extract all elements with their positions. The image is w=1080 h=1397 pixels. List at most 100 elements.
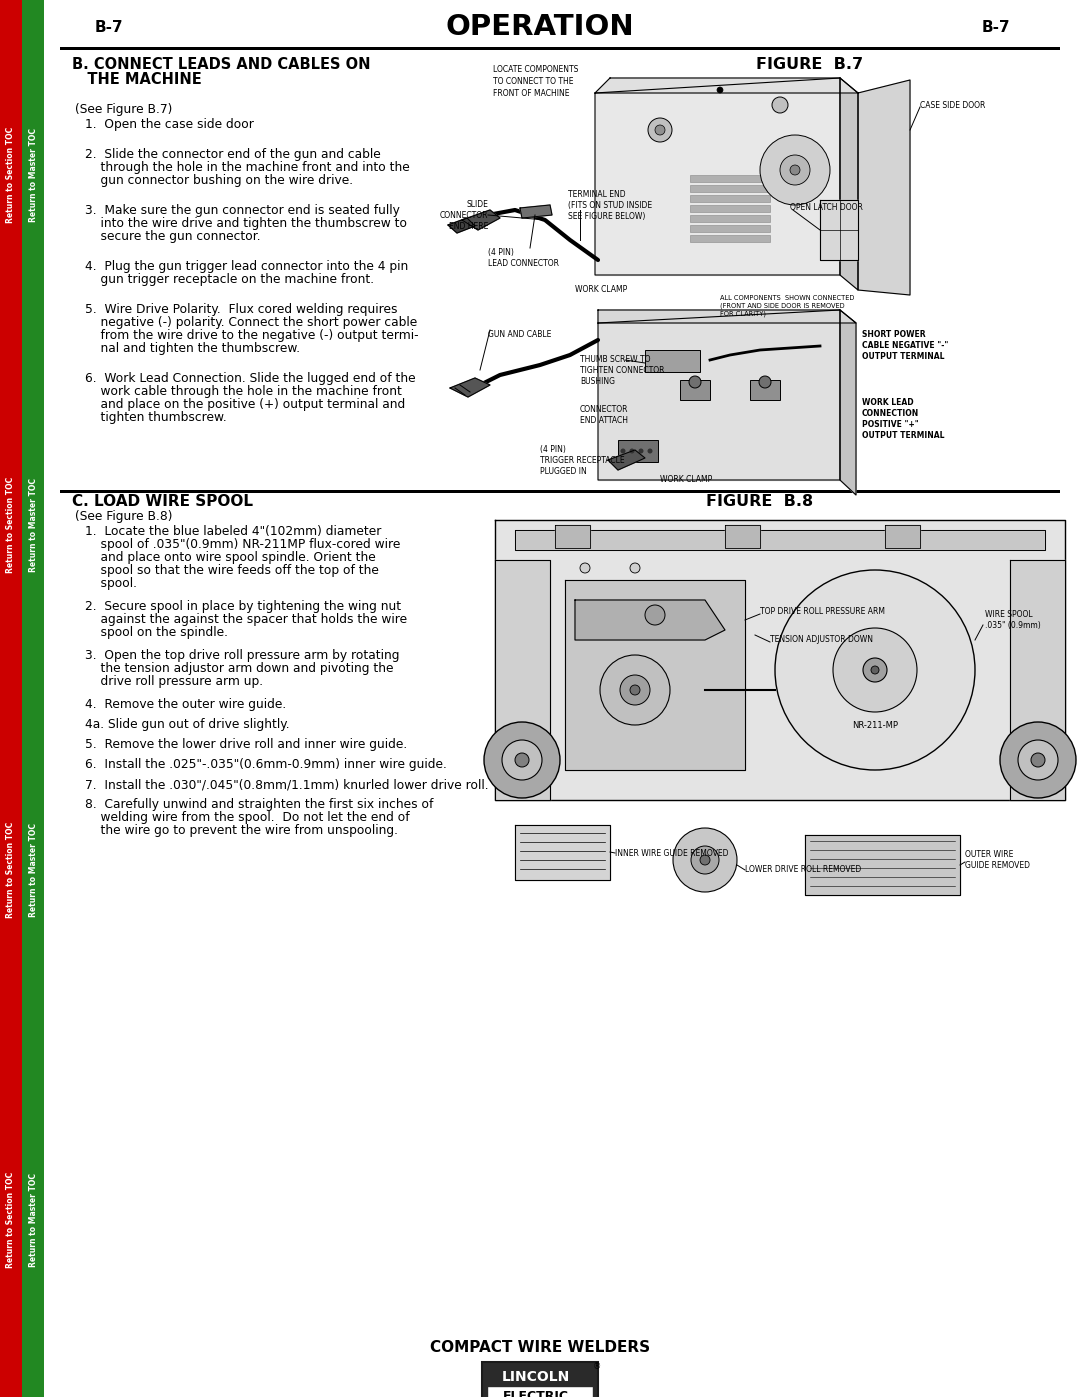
Polygon shape [885,525,920,548]
Circle shape [759,376,771,388]
Text: ®: ® [593,1362,602,1372]
Bar [0,0,22,1397]
Text: CONNECTOR
END ATTACH: CONNECTOR END ATTACH [580,405,629,425]
Polygon shape [858,80,910,295]
Polygon shape [608,450,645,469]
Polygon shape [1010,560,1065,800]
Circle shape [870,666,879,673]
Circle shape [775,570,975,770]
Text: (4 PIN)
TRIGGER RECEPTACLE
PLUGGED IN: (4 PIN) TRIGGER RECEPTACLE PLUGGED IN [540,446,624,476]
Text: GUN AND CABLE: GUN AND CABLE [488,330,552,339]
Polygon shape [519,205,552,218]
Text: welding wire from the spool.  Do not let the end of: welding wire from the spool. Do not let … [85,812,409,824]
Text: Return to Section TOC: Return to Section TOC [6,821,15,918]
Circle shape [772,96,788,113]
Text: COMPACT WIRE WELDERS: COMPACT WIRE WELDERS [430,1340,650,1355]
Text: 7.  Install the .030"/.045"(0.8mm/1.1mm) knurled lower drive roll.: 7. Install the .030"/.045"(0.8mm/1.1mm) … [85,778,488,791]
Text: ELECTRIC: ELECTRIC [503,1390,569,1397]
Circle shape [654,124,665,136]
Bar [690,184,770,191]
Polygon shape [595,78,858,94]
Text: and place onto wire spool spindle. Orient the: and place onto wire spool spindle. Orien… [85,550,376,564]
Text: WIRE SPOOL
.035" (0.9mm): WIRE SPOOL .035" (0.9mm) [985,610,1041,630]
Circle shape [515,753,529,767]
Circle shape [689,376,701,388]
Bar [645,351,700,372]
Polygon shape [575,599,725,640]
Circle shape [648,117,672,142]
Text: TENSION ADJUSTOR DOWN: TENSION ADJUSTOR DOWN [770,636,873,644]
Text: LINCOLN: LINCOLN [502,1370,570,1384]
Text: (4 PIN)
LEAD CONNECTOR: (4 PIN) LEAD CONNECTOR [488,249,559,268]
Text: gun trigger receptacle on the machine front.: gun trigger receptacle on the machine fr… [85,272,374,286]
Bar [22,0,44,1397]
Circle shape [863,658,887,682]
Bar [60,47,1059,49]
Text: WORK LEAD
CONNECTION
POSITIVE "+"
OUTPUT TERMINAL: WORK LEAD CONNECTION POSITIVE "+" OUTPUT… [862,398,945,440]
Text: OPEN LATCH DOOR: OPEN LATCH DOOR [789,204,863,212]
Text: 6.  Install the .025"-.035"(0.6mm-0.9mm) inner wire guide.: 6. Install the .025"-.035"(0.6mm-0.9mm) … [85,759,447,771]
Text: 4a. Slide gun out of drive slightly.: 4a. Slide gun out of drive slightly. [85,718,289,731]
Text: the wire go to prevent the wire from unspooling.: the wire go to prevent the wire from uns… [85,824,399,837]
Circle shape [717,87,723,94]
Text: ALL COMPONENTS  SHOWN CONNECTED
(FRONT AND SIDE DOOR IS REMOVED
FOR CLARITY): ALL COMPONENTS SHOWN CONNECTED (FRONT AN… [720,295,854,317]
Text: work cable through the hole in the machine front: work cable through the hole in the machi… [85,386,402,398]
Polygon shape [805,835,960,895]
Text: 4.  Plug the gun trigger lead connector into the 4 pin: 4. Plug the gun trigger lead connector i… [85,260,408,272]
Polygon shape [725,525,760,548]
Polygon shape [820,200,858,260]
Text: LOWER DRIVE ROLL REMOVED: LOWER DRIVE ROLL REMOVED [745,866,861,875]
Text: Return to Master TOC: Return to Master TOC [28,478,38,571]
Text: spool on the spindle.: spool on the spindle. [85,626,228,638]
Polygon shape [598,310,840,481]
Polygon shape [462,210,500,231]
Bar [690,215,770,222]
Circle shape [789,165,800,175]
Text: THUMB SCREW TO
TIGHTEN CONNECTOR
BUSHING: THUMB SCREW TO TIGHTEN CONNECTOR BUSHING [580,355,664,386]
Text: tighten thumbscrew.: tighten thumbscrew. [85,411,227,425]
Text: (See Figure B.7): (See Figure B.7) [75,103,173,116]
Polygon shape [515,826,610,880]
Circle shape [648,448,652,454]
Bar [690,175,770,182]
Polygon shape [555,525,590,548]
Circle shape [673,828,737,893]
Bar [690,196,770,203]
Text: TOP DRIVE ROLL PRESSURE ARM: TOP DRIVE ROLL PRESSURE ARM [760,608,885,616]
Circle shape [630,448,635,454]
Bar [680,380,710,400]
Bar [690,225,770,232]
Text: B-7: B-7 [95,21,123,35]
Text: C. LOAD WIRE SPOOL: C. LOAD WIRE SPOOL [72,495,253,509]
Text: through the hole in the machine front and into the: through the hole in the machine front an… [85,161,409,175]
Circle shape [502,740,542,780]
Text: nal and tighten the thumbscrew.: nal and tighten the thumbscrew. [85,342,300,355]
Text: and place on the positive (+) output terminal and: and place on the positive (+) output ter… [85,398,405,411]
Text: SHORT POWER
CABLE NEGATIVE "-"
OUTPUT TERMINAL: SHORT POWER CABLE NEGATIVE "-" OUTPUT TE… [862,330,948,362]
Text: Return to Section TOC: Return to Section TOC [6,1172,15,1268]
Text: THE MACHINE: THE MACHINE [72,73,202,87]
Text: secure the gun connector.: secure the gun connector. [85,231,260,243]
Circle shape [1000,722,1076,798]
Text: TERMINAL END
(FITS ON STUD INSIDE
SEE FIGURE BELOW): TERMINAL END (FITS ON STUD INSIDE SEE FI… [568,190,652,221]
Polygon shape [840,78,858,291]
Text: 5.  Remove the lower drive roll and inner wire guide.: 5. Remove the lower drive roll and inner… [85,738,407,752]
Polygon shape [495,520,1065,800]
Circle shape [1018,740,1058,780]
Polygon shape [515,529,1045,550]
Text: 2.  Secure spool in place by tightening the wing nut: 2. Secure spool in place by tightening t… [85,599,401,613]
Text: negative (-) polarity. Connect the short power cable: negative (-) polarity. Connect the short… [85,316,417,330]
Text: INNER WIRE GUIDE REMOVED: INNER WIRE GUIDE REMOVED [615,848,729,858]
Circle shape [600,655,670,725]
Circle shape [760,136,831,205]
Polygon shape [495,560,550,800]
Text: FIGURE  B.7: FIGURE B.7 [756,57,864,73]
Circle shape [700,855,710,865]
Circle shape [780,155,810,184]
Text: 3.  Open the top drive roll pressure arm by rotating: 3. Open the top drive roll pressure arm … [85,650,400,662]
Text: B-7: B-7 [982,21,1010,35]
Text: spool.: spool. [85,577,137,590]
Text: Return to Master TOC: Return to Master TOC [28,129,38,222]
Text: into the wire drive and tighten the thumbscrew to: into the wire drive and tighten the thum… [85,217,407,231]
Bar [482,1362,598,1397]
